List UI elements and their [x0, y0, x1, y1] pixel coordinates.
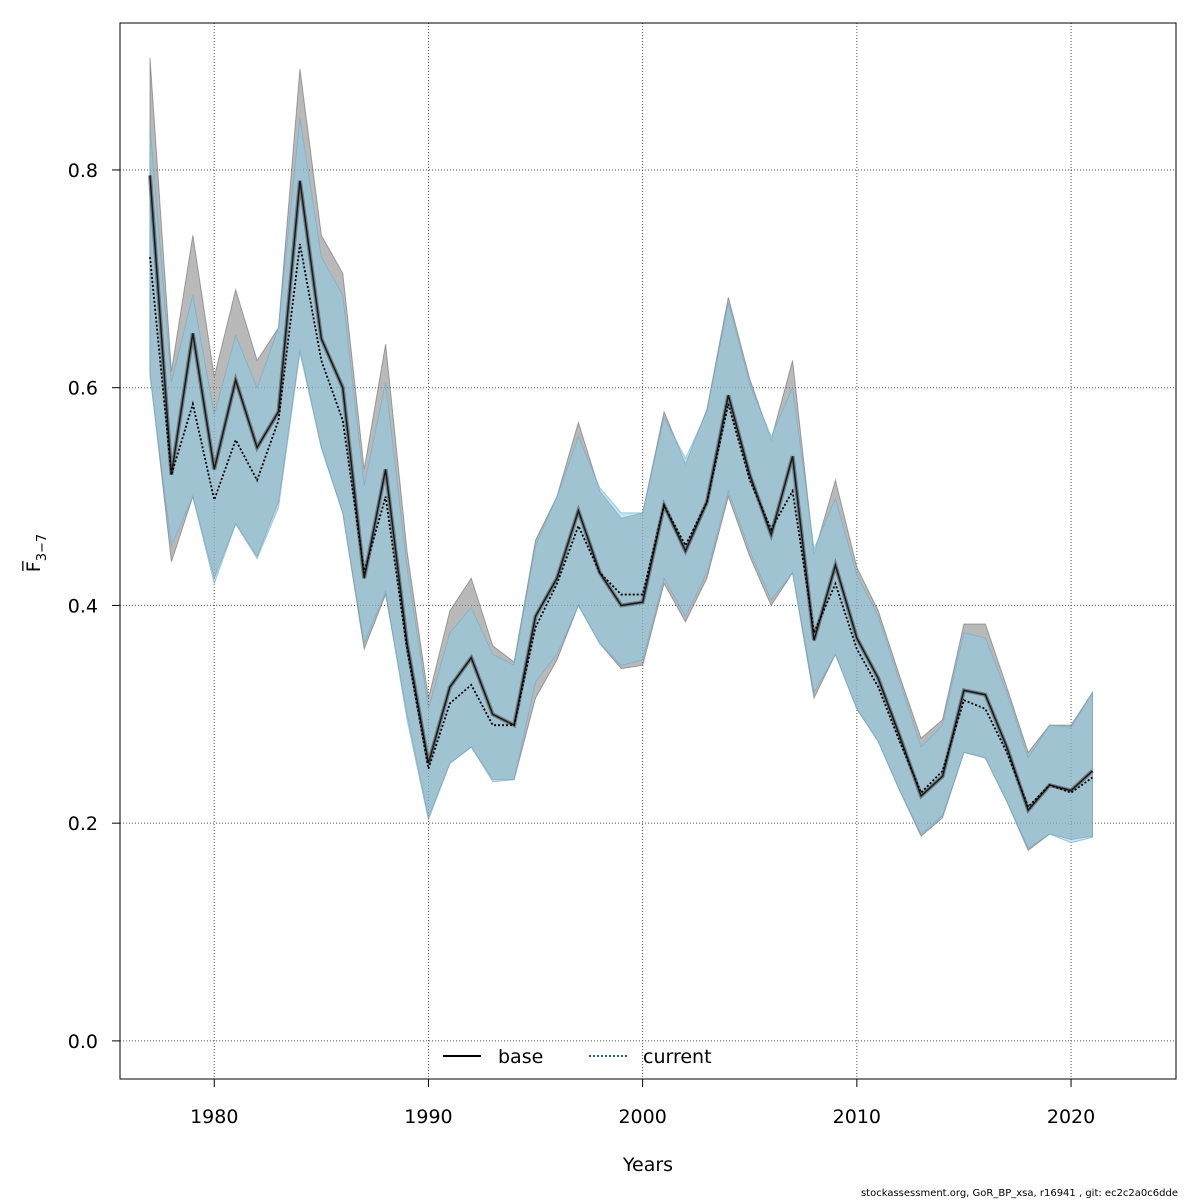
y-axis-title-main: F̅	[21, 560, 45, 572]
legend-label-base: base	[498, 1046, 543, 1068]
band-current	[149, 117, 1093, 849]
line-base	[149, 175, 1093, 812]
plot-frame	[119, 22, 1177, 1080]
confidence-bands	[149, 57, 1093, 852]
y-axis-title: F̅3−7	[21, 534, 50, 572]
y-tick-label: 0.8	[68, 160, 98, 182]
y-axis: 0.0 0.2 0.4 0.6 0.8	[68, 160, 120, 1053]
grid-lines	[120, 23, 1176, 1079]
x-axis: 1980 1990 2000 2010 2020	[190, 1079, 1095, 1128]
y-tick-label: 0.4	[68, 595, 98, 617]
line-current	[149, 243, 1093, 809]
x-tick-label: 1990	[404, 1106, 452, 1128]
x-tick-label: 1980	[190, 1106, 238, 1128]
legend-label-current: current	[643, 1046, 712, 1068]
x-tick-label: 2010	[833, 1106, 881, 1128]
y-axis-title-subscript: 3−7	[35, 534, 50, 561]
y-tick-label: 0.6	[68, 378, 98, 400]
x-tick-label: 2020	[1047, 1106, 1095, 1128]
legend: base current	[443, 1046, 712, 1068]
x-axis-title: Years	[622, 1154, 673, 1176]
series-lines	[147, 175, 1094, 815]
y-tick-label: 0.0	[68, 1031, 98, 1053]
x-tick-label: 2000	[618, 1106, 666, 1128]
y-tick-label: 0.2	[68, 813, 98, 835]
footer-caption: stockassessment.org, GoR_BP_xsa, r16941 …	[860, 1188, 1178, 1199]
